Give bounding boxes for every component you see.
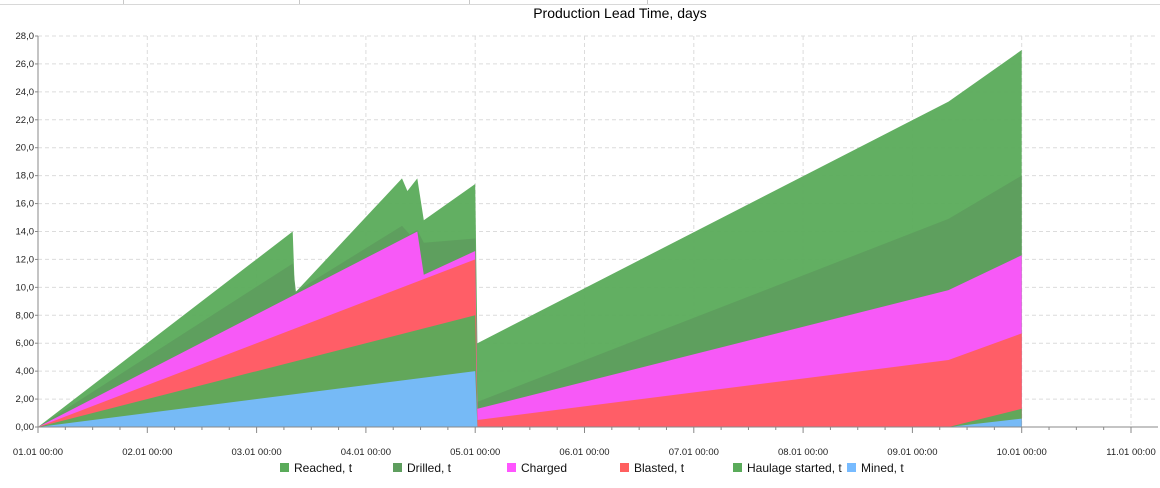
x-tick-label: 11.01 00:00 xyxy=(1106,447,1155,458)
legend-label: Charged xyxy=(521,461,567,475)
y-tick-label: 16,0 xyxy=(16,199,35,210)
x-tick-label: 05.01 00:00 xyxy=(450,447,500,458)
legend-swatch xyxy=(620,463,629,472)
legend-label: Mined, t xyxy=(861,461,904,475)
top-tab-strip xyxy=(0,0,1160,5)
x-tick-label: 03.01 00:00 xyxy=(232,447,282,458)
y-tick-label: 22,0 xyxy=(16,115,35,126)
y-tick-label: 2,00 xyxy=(16,394,35,405)
tab-separator xyxy=(647,0,648,4)
legend-swatch xyxy=(507,463,516,472)
legend-swatch xyxy=(847,463,856,472)
y-tick-label: 12,0 xyxy=(16,254,35,265)
y-tick-label: 20,0 xyxy=(16,143,35,154)
legend-label: Reached, t xyxy=(294,461,353,475)
y-tick-label: 14,0 xyxy=(16,227,35,238)
x-tick-label: 01.01 00:00 xyxy=(13,447,63,458)
y-tick-label: 6,00 xyxy=(16,338,35,349)
y-tick-label: 28,0 xyxy=(16,31,35,42)
x-tick-label: 06.01 00:00 xyxy=(559,447,609,458)
legend-swatch xyxy=(280,463,289,472)
x-tick-label: 07.01 00:00 xyxy=(669,447,719,458)
y-tick-label: 24,0 xyxy=(16,87,35,98)
legend-swatch xyxy=(733,463,742,472)
tab-separator xyxy=(469,0,470,4)
y-tick-label: 10,0 xyxy=(16,282,35,293)
tab-separator xyxy=(123,0,124,4)
chart-title: Production Lead Time, days xyxy=(533,5,707,21)
tab-separator xyxy=(299,0,300,4)
legend-label: Blasted, t xyxy=(634,461,685,475)
y-tick-label: 4,00 xyxy=(16,366,35,377)
area-series-6 xyxy=(38,371,1022,427)
x-tick-label: 08.01 00:00 xyxy=(778,447,828,458)
y-tick-label: 26,0 xyxy=(16,59,35,70)
legend-label: Drilled, t xyxy=(407,461,452,475)
x-tick-label: 09.01 00:00 xyxy=(887,447,937,458)
legend-label: Haulage started, t xyxy=(747,461,842,475)
x-tick-label: 10.01 00:00 xyxy=(997,447,1047,458)
y-tick-label: 8,00 xyxy=(16,310,35,321)
y-tick-label: 0,00 xyxy=(16,422,35,433)
x-tick-label: 04.01 00:00 xyxy=(341,447,391,458)
legend-swatch xyxy=(393,463,402,472)
x-tick-label: 02.01 00:00 xyxy=(122,447,172,458)
y-tick-label: 18,0 xyxy=(16,171,35,182)
